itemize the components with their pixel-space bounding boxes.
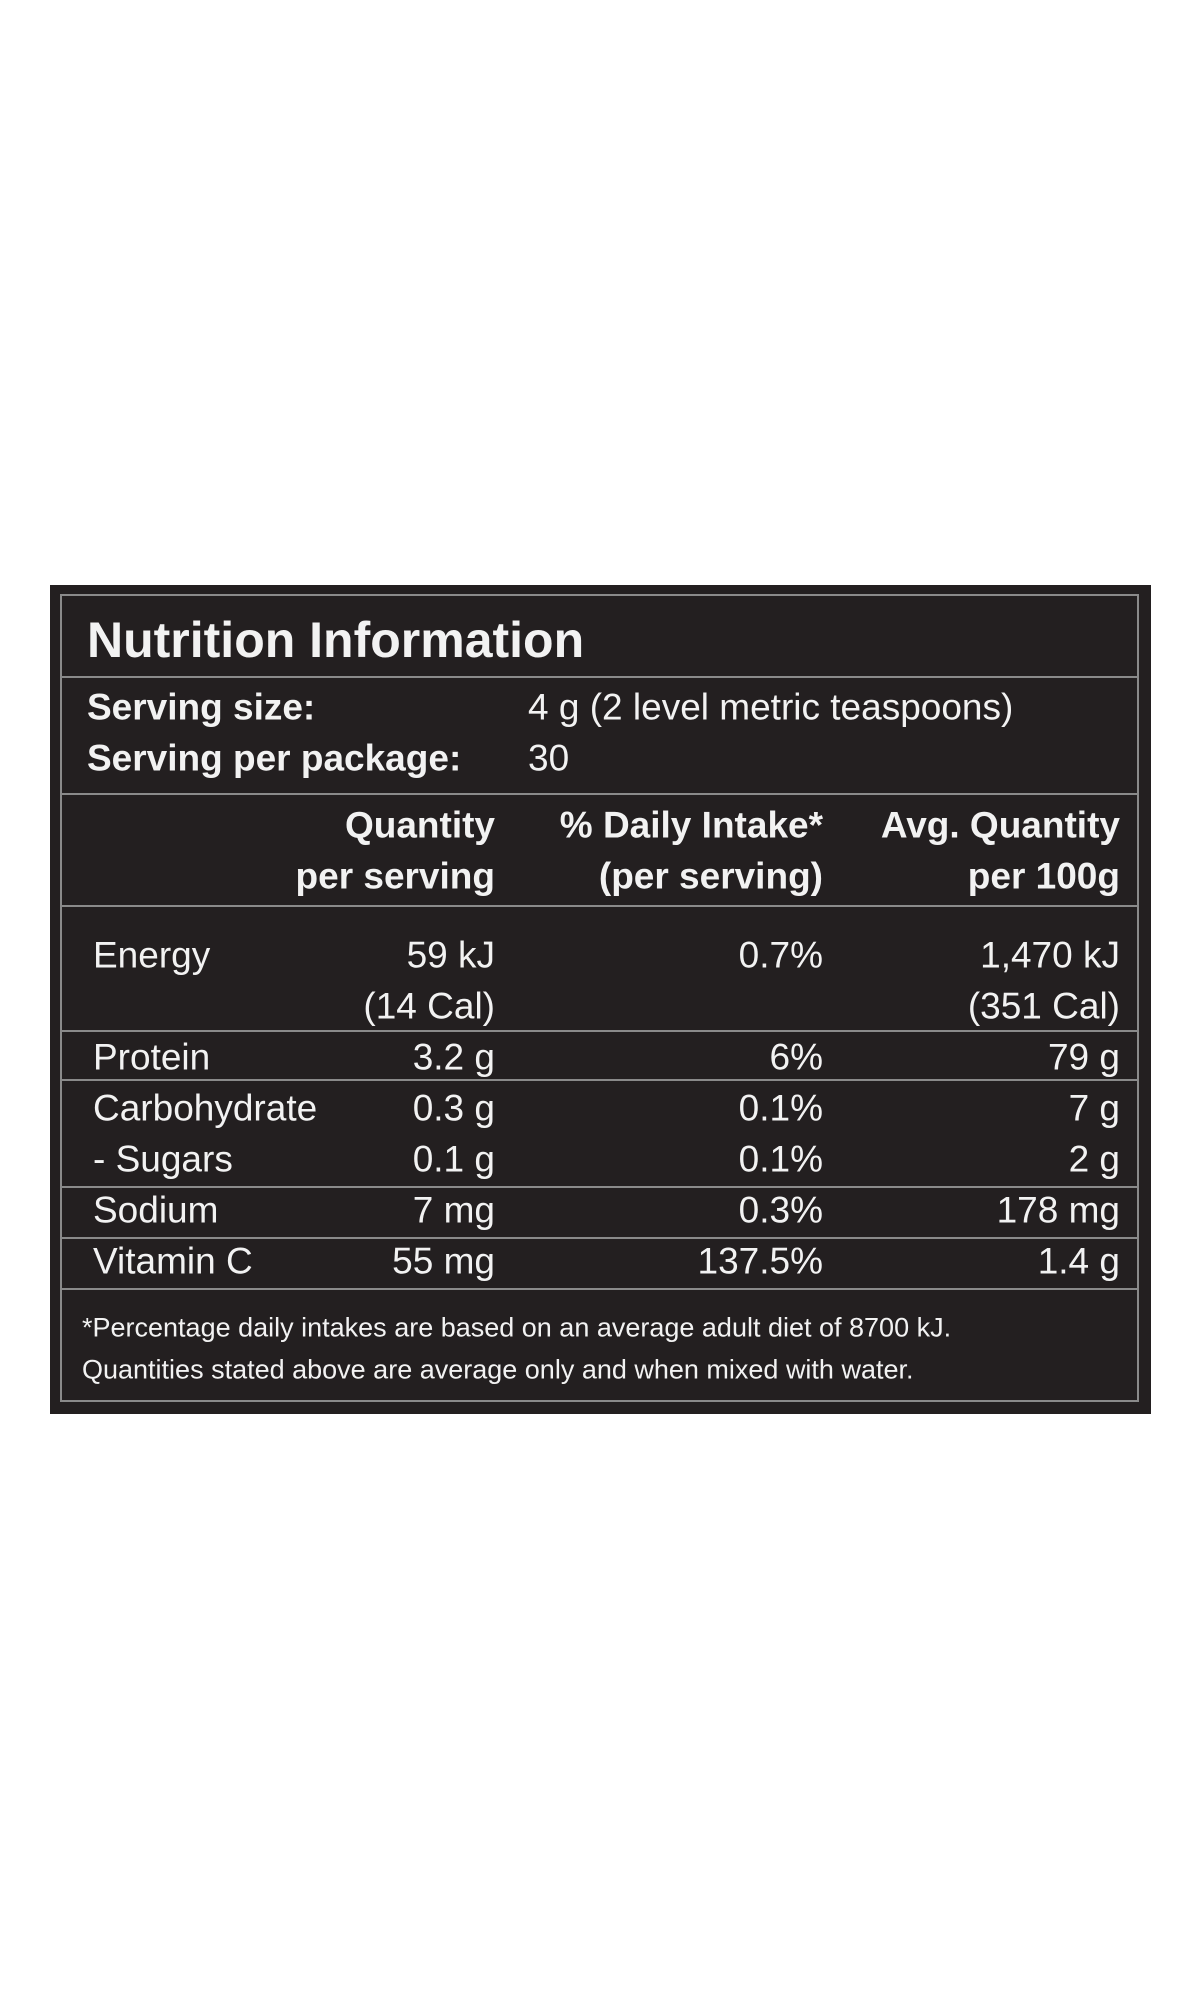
nutrient-value: (351 Cal): [967, 985, 1120, 1027]
rule: [60, 905, 1139, 907]
rule: [60, 793, 1139, 795]
nutrient-value: (14 Cal): [363, 985, 495, 1027]
rule: [60, 1030, 1139, 1032]
nutrient-value: 7 mg: [412, 1189, 495, 1231]
nutrient-name: Energy: [93, 934, 211, 976]
footnote: *Percentage daily intakes are based on a…: [82, 1312, 952, 1343]
nutrient-name: Protein: [93, 1036, 211, 1078]
rule: [60, 676, 1139, 678]
footnote: Quantities stated above are average only…: [82, 1354, 914, 1385]
rule: [60, 1288, 1139, 1290]
nutrient-value: 137.5%: [697, 1240, 824, 1282]
nutrient-value: 2 g: [1068, 1138, 1120, 1180]
nutrient-value: 59 kJ: [406, 934, 495, 976]
serving-label: Serving per package:: [87, 737, 462, 779]
nutrient-name: Vitamin C: [93, 1240, 253, 1282]
nutrient-value: 6%: [769, 1036, 823, 1078]
nutrient-value: 7 g: [1068, 1087, 1120, 1129]
serving-label: Serving size:: [87, 686, 316, 728]
nutrient-value: 0.1%: [738, 1087, 823, 1129]
serving-value: 30: [528, 737, 570, 779]
column-header: Quantity: [344, 804, 495, 846]
nutrient-value: 0.3 g: [412, 1087, 495, 1129]
column-header: per 100g: [967, 855, 1120, 897]
column-header: Avg. Quantity: [880, 804, 1120, 846]
serving-value: 4 g (2 level metric teaspoons): [528, 686, 1014, 728]
column-header: per serving: [295, 855, 495, 897]
nutrient-name: Sodium: [93, 1189, 219, 1231]
rule: [60, 1186, 1139, 1188]
rule: [60, 1237, 1139, 1239]
nutrient-value: 1,470 kJ: [980, 934, 1120, 976]
nutrient-value: 1.4 g: [1037, 1240, 1120, 1282]
nutrient-value: 3.2 g: [412, 1036, 495, 1078]
nutrient-value: 55 mg: [392, 1240, 495, 1282]
nutrient-name: - Sugars: [93, 1138, 233, 1180]
nutrient-name: Carbohydrate: [93, 1087, 318, 1129]
label-panel: [50, 585, 1151, 1414]
nutrient-value: 79 g: [1047, 1036, 1120, 1078]
title: Nutrition Information: [87, 612, 585, 668]
label-frame: [60, 594, 1139, 1402]
nutrient-value: 178 mg: [996, 1189, 1120, 1231]
column-header: % Daily Intake*: [559, 804, 823, 846]
nutrient-value: 0.1 g: [412, 1138, 495, 1180]
nutrient-value: 0.7%: [738, 934, 823, 976]
rule: [60, 1079, 1139, 1081]
column-header: (per serving): [598, 855, 823, 897]
nutrient-value: 0.1%: [738, 1138, 823, 1180]
nutrient-value: 0.3%: [738, 1189, 823, 1231]
